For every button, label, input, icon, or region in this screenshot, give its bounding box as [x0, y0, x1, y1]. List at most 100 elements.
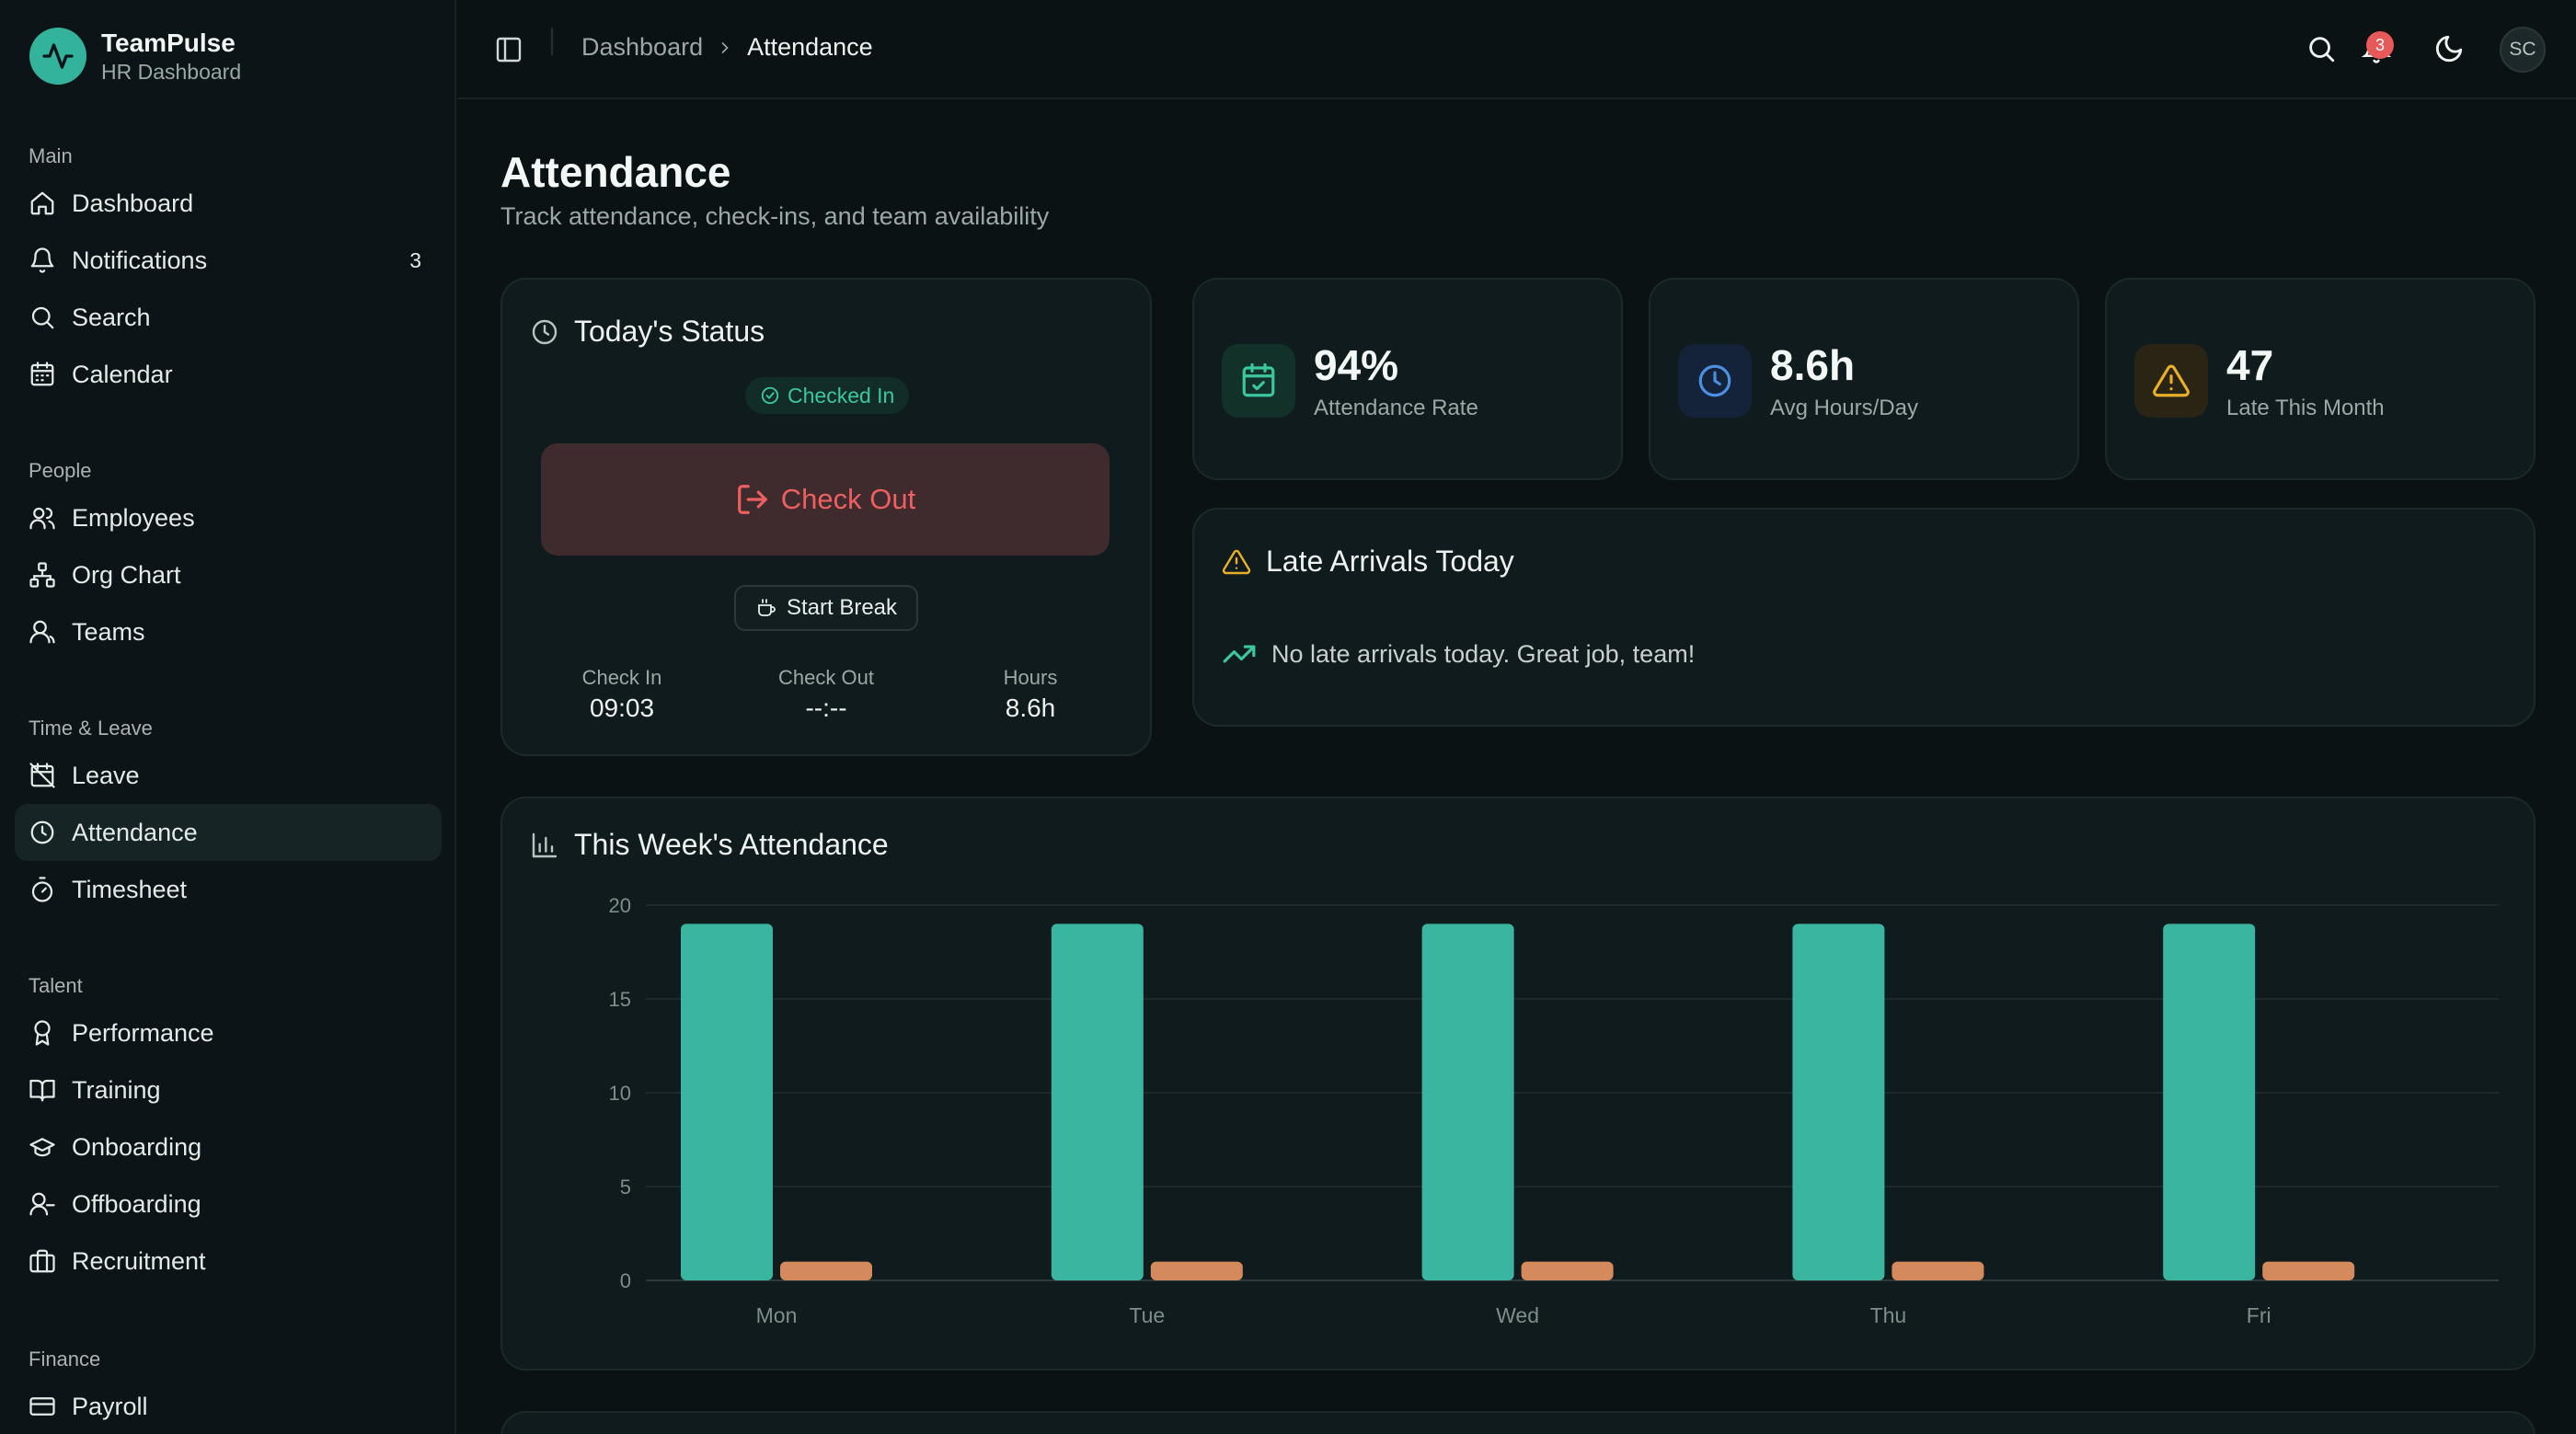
todays-status-card: Today's Status Checked In Check Out Star… [500, 278, 1152, 756]
check-out-button[interactable]: Check Out [541, 443, 1110, 556]
sidebar-item-label: Leave [72, 761, 140, 789]
bar-series-1 [2163, 923, 2256, 1280]
users-icon [29, 507, 55, 530]
kpi-icon-box [1222, 344, 1295, 418]
nav-group-talent: Talent Performance Training Onboarding O… [15, 968, 442, 1290]
notification-badge: 3 [2366, 31, 2394, 59]
next-section-card [500, 1411, 2536, 1434]
sidebar-item-label: Timesheet [72, 875, 188, 903]
kpi-label: Avg Hours/Day [1770, 396, 1918, 420]
trending-up-icon [1223, 645, 1256, 663]
card-title-text: Late Arrivals Today [1266, 545, 1514, 578]
y-tick-label: 0 [620, 1269, 631, 1292]
breadcrumb: Dashboard Attendance [581, 33, 873, 62]
sidebar-item-leave[interactable]: Leave [15, 747, 442, 804]
x-tick-label: Wed [1496, 1303, 1539, 1327]
sidebar-item-employees[interactable]: Employees [15, 489, 442, 546]
chevron-right-icon [721, 41, 729, 53]
late-arrivals-text: No late arrivals today. Great job, team! [1271, 639, 1696, 668]
y-tick-label: 10 [609, 1082, 631, 1105]
sidebar-item-org-chart[interactable]: Org Chart [15, 546, 442, 603]
stat-label: Check Out [778, 666, 874, 689]
bar-chart-icon [532, 832, 558, 857]
sidebar-item-label: Teams [72, 617, 145, 646]
start-break-button[interactable]: Start Break [734, 585, 918, 631]
user-minus-icon [29, 1192, 55, 1216]
bar-series-2 [2262, 1261, 2355, 1280]
group-label: Main [29, 144, 73, 167]
log-out-icon [737, 485, 767, 514]
sidebar-item-recruitment[interactable]: Recruitment [15, 1233, 442, 1290]
sidebar-item-label: Recruitment [72, 1246, 206, 1275]
start-break-label: Start Break [786, 595, 898, 620]
stat-value: 8.6h [1005, 694, 1056, 722]
nav-group-main: Main Dashboard Notifications 3 Search Ca… [15, 138, 442, 403]
sidebar-toggle-icon[interactable] [494, 35, 523, 64]
check-out-label: Check Out [780, 483, 916, 515]
search-icon[interactable] [2306, 33, 2337, 64]
sidebar-item-label: Employees [72, 503, 195, 532]
weekly-attendance-chart: 0 5 10 15 20 Mon Tue Wed Thu Fri [609, 894, 2499, 1327]
sidebar: TeamPulse HR Dashboard Main Dashboard No… [0, 0, 456, 1434]
sidebar-item-label: Dashboard [72, 189, 194, 217]
group-label: Finance [29, 1348, 101, 1371]
briefcase-icon [29, 1249, 55, 1273]
header-divider [551, 28, 553, 55]
check-circle-icon [761, 386, 779, 405]
sidebar-item-timesheet[interactable]: Timesheet [15, 861, 442, 918]
stat-label: Check In [581, 666, 662, 689]
coffee-icon [758, 599, 776, 616]
breadcrumb-dashboard-link[interactable]: Dashboard [581, 33, 704, 61]
avatar[interactable]: SC [2500, 27, 2546, 73]
page-subtitle: Track attendance, check-ins, and team av… [500, 202, 1050, 230]
activity-icon [29, 28, 86, 85]
y-tick-label: 20 [609, 894, 631, 917]
group-label: Talent [29, 974, 83, 997]
kpi-value: 8.6h [1770, 341, 1856, 389]
sidebar-item-search[interactable]: Search [15, 289, 442, 346]
bar-series-1 [681, 923, 773, 1280]
credit-card-icon [29, 1397, 55, 1416]
kpi-card-avg-hours: 8.6h Avg Hours/Day [1649, 278, 2079, 480]
card-title: This Week's Attendance [530, 828, 889, 862]
org-chart-icon [29, 562, 55, 588]
search-icon [31, 306, 54, 329]
clock-icon [532, 319, 558, 344]
sidebar-item-label: Payroll [72, 1392, 148, 1420]
sidebar-item-label: Performance [72, 1018, 214, 1047]
status-badge: Checked In [745, 377, 910, 414]
sidebar-item-performance[interactable]: Performance [15, 1004, 442, 1061]
nav-group-people: People Employees Org Chart Teams [15, 453, 442, 660]
sidebar-item-label: Attendance [72, 818, 198, 846]
sidebar-item-offboarding[interactable]: Offboarding [15, 1176, 442, 1233]
card-title-text: Today's Status [574, 315, 765, 348]
sidebar-item-notifications[interactable]: Notifications 3 [15, 232, 442, 289]
check-out-stat: Check Out --:-- [743, 664, 909, 725]
kpi-card-late-this-month: 47 Late This Month [2105, 278, 2536, 480]
sidebar-item-training[interactable]: Training [15, 1061, 442, 1119]
kpi-label: Late This Month [2226, 396, 2385, 420]
x-tick-label: Thu [1870, 1303, 1907, 1327]
calendar-off-icon [29, 763, 55, 788]
sidebar-item-calendar[interactable]: Calendar [15, 346, 442, 403]
alert-triangle-icon [1222, 549, 1251, 574]
moon-icon[interactable] [2433, 33, 2465, 64]
sidebar-item-payroll[interactable]: Payroll [15, 1378, 442, 1434]
bar-series-2 [1521, 1261, 1614, 1280]
hours-stat: Hours 8.6h [948, 664, 1113, 725]
sidebar-item-label: Org Chart [72, 560, 181, 589]
sidebar-item-teams[interactable]: Teams [15, 603, 442, 660]
card-title: Late Arrivals Today [1222, 545, 1514, 579]
clock-icon [30, 820, 54, 844]
brand[interactable]: TeamPulse HR Dashboard [29, 28, 241, 85]
user-icon [29, 620, 55, 644]
bar-series-2 [1150, 1261, 1243, 1280]
sidebar-item-attendance[interactable]: Attendance [15, 804, 442, 861]
bar-series-1 [1421, 923, 1514, 1280]
clock-icon [1698, 364, 1731, 397]
sidebar-item-dashboard[interactable]: Dashboard [15, 175, 442, 232]
group-label: People [29, 459, 92, 482]
kpi-icon-box [1678, 344, 1752, 418]
breadcrumb-current: Attendance [747, 33, 873, 61]
sidebar-item-onboarding[interactable]: Onboarding [15, 1119, 442, 1176]
